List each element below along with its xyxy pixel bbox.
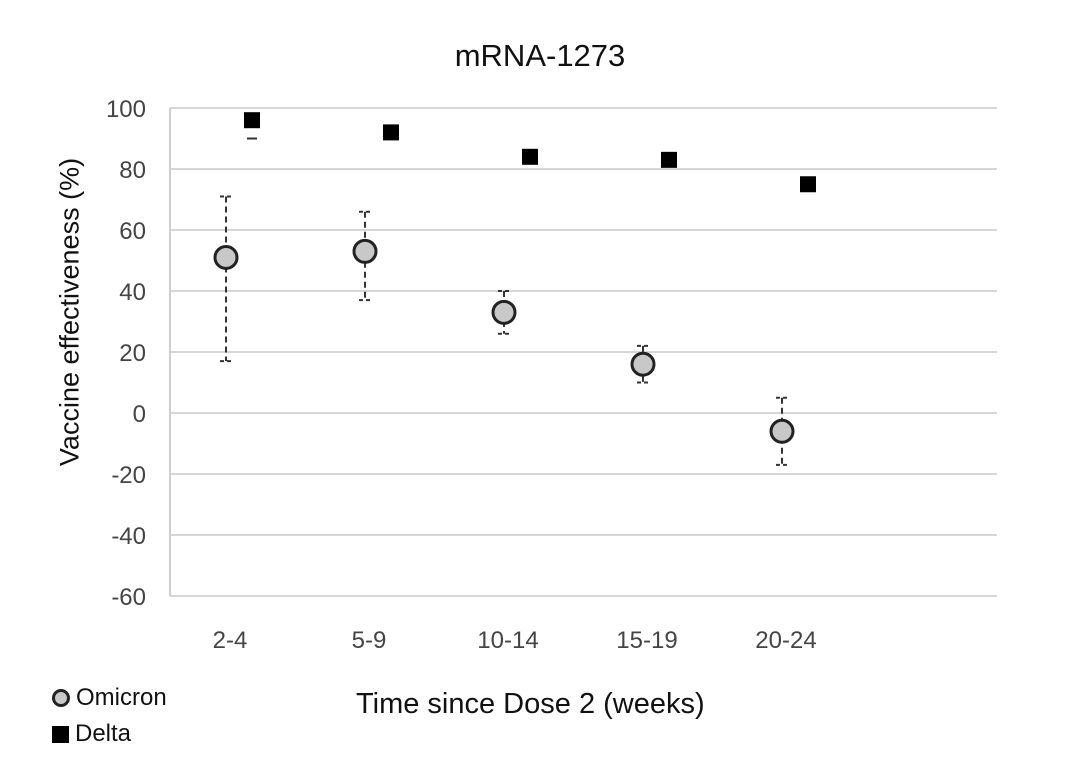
legend-label-delta: Delta [75, 720, 132, 747]
legend-circle-marker [52, 689, 70, 707]
x-tick-labels: 2-4 5-9 10-14 15-19 20-24 [213, 627, 817, 654]
x-tick-label: 2-4 [213, 627, 248, 654]
x-axis-label: Time since Dose 2 (weeks) [356, 688, 705, 720]
y-tick-label: 100 [106, 96, 146, 123]
legend-item-delta: Delta [52, 716, 167, 752]
y-tick-label: -60 [111, 584, 146, 611]
x-tick-label: 20-24 [755, 627, 816, 654]
y-tick-label: 80 [119, 157, 146, 184]
y-tick-label: 0 [133, 401, 146, 428]
y-axis-label: Vaccine effectiveness (%) [54, 157, 85, 467]
legend: Omicron Delta [52, 680, 167, 752]
delta-point [522, 148, 538, 165]
delta-point [661, 151, 677, 168]
delta-point [244, 112, 260, 129]
x-tick-label: 15-19 [616, 627, 677, 654]
y-tick-label: 40 [119, 279, 146, 306]
omicron-point [630, 351, 656, 377]
omicron-point [491, 299, 517, 325]
y-tick-labels: 100 80 60 40 20 0 -20 -40 -60 [106, 96, 146, 611]
omicron-point [769, 418, 795, 444]
y-tick-label: 20 [119, 340, 146, 367]
y-tick-label: -20 [111, 462, 146, 489]
y-tick-label: 60 [119, 218, 146, 245]
chart-title: mRNA-1273 [454, 38, 626, 73]
legend-square-marker [52, 725, 69, 743]
x-tick-label: 5-9 [352, 627, 387, 654]
delta-point [800, 176, 816, 193]
y-tick-label: -40 [111, 523, 146, 550]
omicron-point [213, 244, 239, 270]
delta-point [383, 124, 399, 141]
legend-item-omicron: Omicron [52, 680, 167, 716]
gridlines [170, 107, 997, 597]
x-tick-label: 10-14 [477, 627, 538, 654]
legend-label-omicron: Omicron [76, 684, 167, 711]
omicron-point [352, 238, 378, 264]
data-marks [213, 112, 816, 466]
